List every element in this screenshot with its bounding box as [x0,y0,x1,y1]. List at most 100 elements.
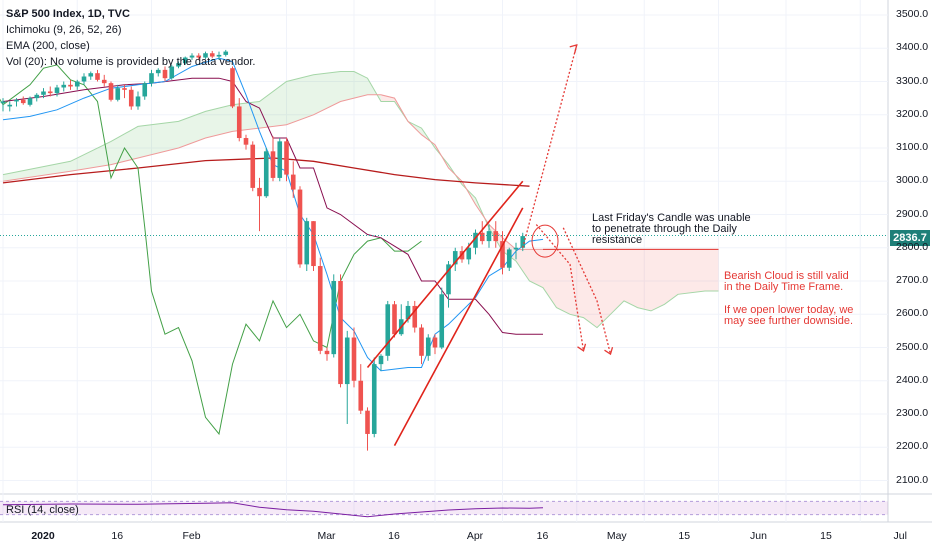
candle-body [128,89,134,107]
y-tick-label: 2400.0 [896,373,929,386]
bearish-projection-arrow [535,224,585,351]
x-tick-label: Feb [182,530,201,542]
candle-body [88,73,94,77]
candle-body [230,68,235,107]
highlight-circle [531,224,559,258]
candle-body [520,236,526,248]
arrowhead [569,43,578,54]
ema-200-line [2,157,530,187]
candle-body [243,138,249,145]
bullish-cloud-area [3,71,381,182]
candle-body [378,355,384,365]
candle-body [250,144,256,188]
candle-body [405,305,411,320]
candle-body [452,251,458,265]
candle-body [419,327,424,356]
y-tick-label: 3100.0 [896,141,929,153]
senkou-span-b-line [2,94,719,250]
candle-body [162,69,168,79]
legend-title[interactable]: S&P 500 Index, 1D, TVC [6,8,130,20]
candle-body [371,364,377,434]
candle-body [385,304,391,356]
candle-body [41,91,46,95]
candle-body [7,104,13,107]
candle-body [223,51,229,55]
ichimoku-cloud [3,71,719,328]
candle-body [68,84,73,87]
candle-body [47,91,53,94]
y-tick-label: 3200.0 [896,107,929,120]
candle-body [95,73,100,80]
candle-body [27,98,33,105]
candle-body [122,88,127,90]
candle-body [425,337,431,356]
candle-body [142,83,148,97]
annotation-friday-line3: resistance [592,234,643,246]
candle-body [61,84,67,88]
x-tick-label: Jun [750,530,767,542]
candle-body [277,141,283,178]
candle-body [182,57,188,64]
candle-body [74,81,80,87]
annotation-open-line1: If we open lower today, we [724,304,854,316]
candle-body [358,380,364,411]
candle-body [263,151,269,197]
x-tick-label: 16 [388,530,400,542]
candle-body [108,83,114,100]
y-tick-label: 2600.0 [896,307,929,320]
candle-body [311,221,316,267]
x-tick-label: 2020 [31,530,55,542]
y-tick-label: 3300.0 [896,74,929,87]
candle-body [135,96,141,107]
rsi-pane [0,500,888,518]
candle-body [304,221,310,265]
candle-body [54,87,60,94]
annotation-friday: Last Friday's Candle was unable to penet… [592,213,762,246]
chart-legend: S&P 500 Index, 1D, TVC Ichimoku (9, 26, … [6,6,255,70]
x-tick-label: 16 [111,530,124,542]
candle-body [473,232,478,248]
candle-body [115,88,121,100]
candle-body [500,241,505,268]
x-tick-label: 16 [536,530,549,542]
candle-body [446,264,451,295]
annotation-friday-line2: to penetrate through the Daily [592,223,737,235]
candle-body [34,94,40,99]
candle-body [506,249,512,268]
candle-body [317,266,323,351]
candle-body [392,304,397,335]
candle-body [101,79,107,84]
candle-body [351,337,357,381]
candle-body [209,53,215,57]
grid-lines [0,0,932,523]
x-tick-label: Jul [893,530,907,542]
candle-body [338,281,343,385]
bullish-projection-arrow [522,44,578,248]
rsi-legend[interactable]: RSI (14, close) [6,504,79,516]
candle-body [479,232,485,242]
candle-body [365,410,370,434]
candle-body [432,337,438,348]
candle-body [176,63,181,67]
rsi-band [0,501,888,515]
candle-body [0,101,6,104]
y-tick-label: 3000.0 [896,174,929,187]
candle-body [270,151,276,178]
legend-volume[interactable]: Vol (20): No volume is provided by the d… [6,56,256,68]
annotation-bearish-line1: Bearish Cloud is still valid [724,270,849,282]
candle-body [493,231,499,242]
candle-body [216,54,222,57]
legend-ema[interactable]: EMA (200, close) [6,40,90,52]
bearish-cloud-area [489,224,719,328]
candle-body [466,247,472,260]
x-tick-label: 15 [820,530,832,542]
y-tick-label: 2500.0 [896,340,929,353]
legend-ichimoku[interactable]: Ichimoku (9, 26, 52, 26) [6,24,122,36]
annotation-open-line2: may see further downside. [724,315,854,327]
annotation-bearish: Bearish Cloud is still valid in the Dail… [724,271,864,339]
y-tick-label: 3400.0 [896,41,929,54]
candle-body [189,55,195,58]
bearish-projection-arrow [562,227,612,355]
y-tick-label: 2300.0 [896,407,929,419]
